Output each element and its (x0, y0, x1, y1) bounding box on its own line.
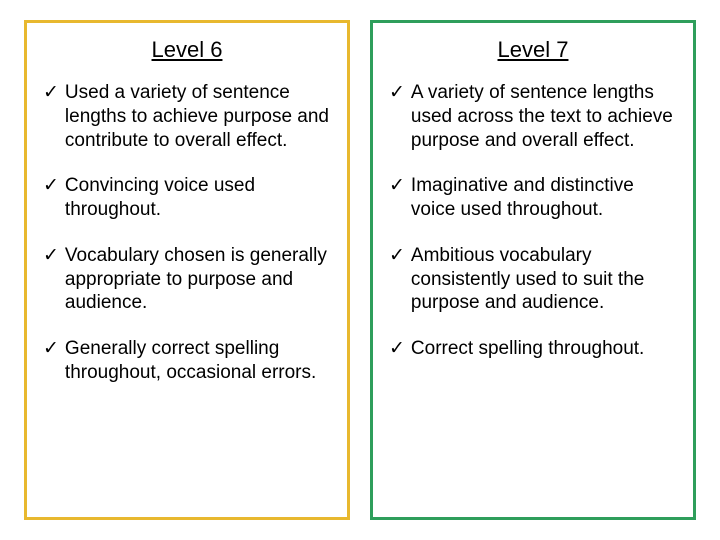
check-icon: ✓ (43, 81, 59, 105)
level-7-bullets: ✓ A variety of sentence lengths used acr… (389, 81, 677, 361)
level-6-bullets: ✓ Used a variety of sentence lengths to … (43, 81, 331, 385)
bullet-text: Imaginative and distinctive voice used t… (411, 174, 677, 222)
check-icon: ✓ (43, 174, 59, 198)
bullet-text: Generally correct spelling throughout, o… (65, 337, 331, 385)
list-item: ✓ Imaginative and distinctive voice used… (389, 174, 677, 222)
check-icon: ✓ (389, 81, 405, 105)
check-icon: ✓ (389, 244, 405, 268)
bullet-text: Correct spelling throughout. (411, 337, 677, 361)
list-item: ✓ Vocabulary chosen is generally appropr… (43, 244, 331, 315)
bullet-text: Ambitious vocabulary consistently used t… (411, 244, 677, 315)
level-7-panel: Level 7 ✓ A variety of sentence lengths … (370, 20, 696, 520)
list-item: ✓ Convincing voice used throughout. (43, 174, 331, 222)
check-icon: ✓ (43, 337, 59, 361)
list-item: ✓ A variety of sentence lengths used acr… (389, 81, 677, 152)
bullet-text: Vocabulary chosen is generally appropria… (65, 244, 331, 315)
list-item: ✓ Ambitious vocabulary consistently used… (389, 244, 677, 315)
level-7-title: Level 7 (389, 37, 677, 63)
check-icon: ✓ (43, 244, 59, 268)
level-6-panel: Level 6 ✓ Used a variety of sentence len… (24, 20, 350, 520)
bullet-text: A variety of sentence lengths used acros… (411, 81, 677, 152)
list-item: ✓ Correct spelling throughout. (389, 337, 677, 361)
list-item: ✓ Generally correct spelling throughout,… (43, 337, 331, 385)
bullet-text: Convincing voice used throughout. (65, 174, 331, 222)
level-6-title: Level 6 (43, 37, 331, 63)
bullet-text: Used a variety of sentence lengths to ac… (65, 81, 331, 152)
check-icon: ✓ (389, 337, 405, 361)
list-item: ✓ Used a variety of sentence lengths to … (43, 81, 331, 152)
check-icon: ✓ (389, 174, 405, 198)
